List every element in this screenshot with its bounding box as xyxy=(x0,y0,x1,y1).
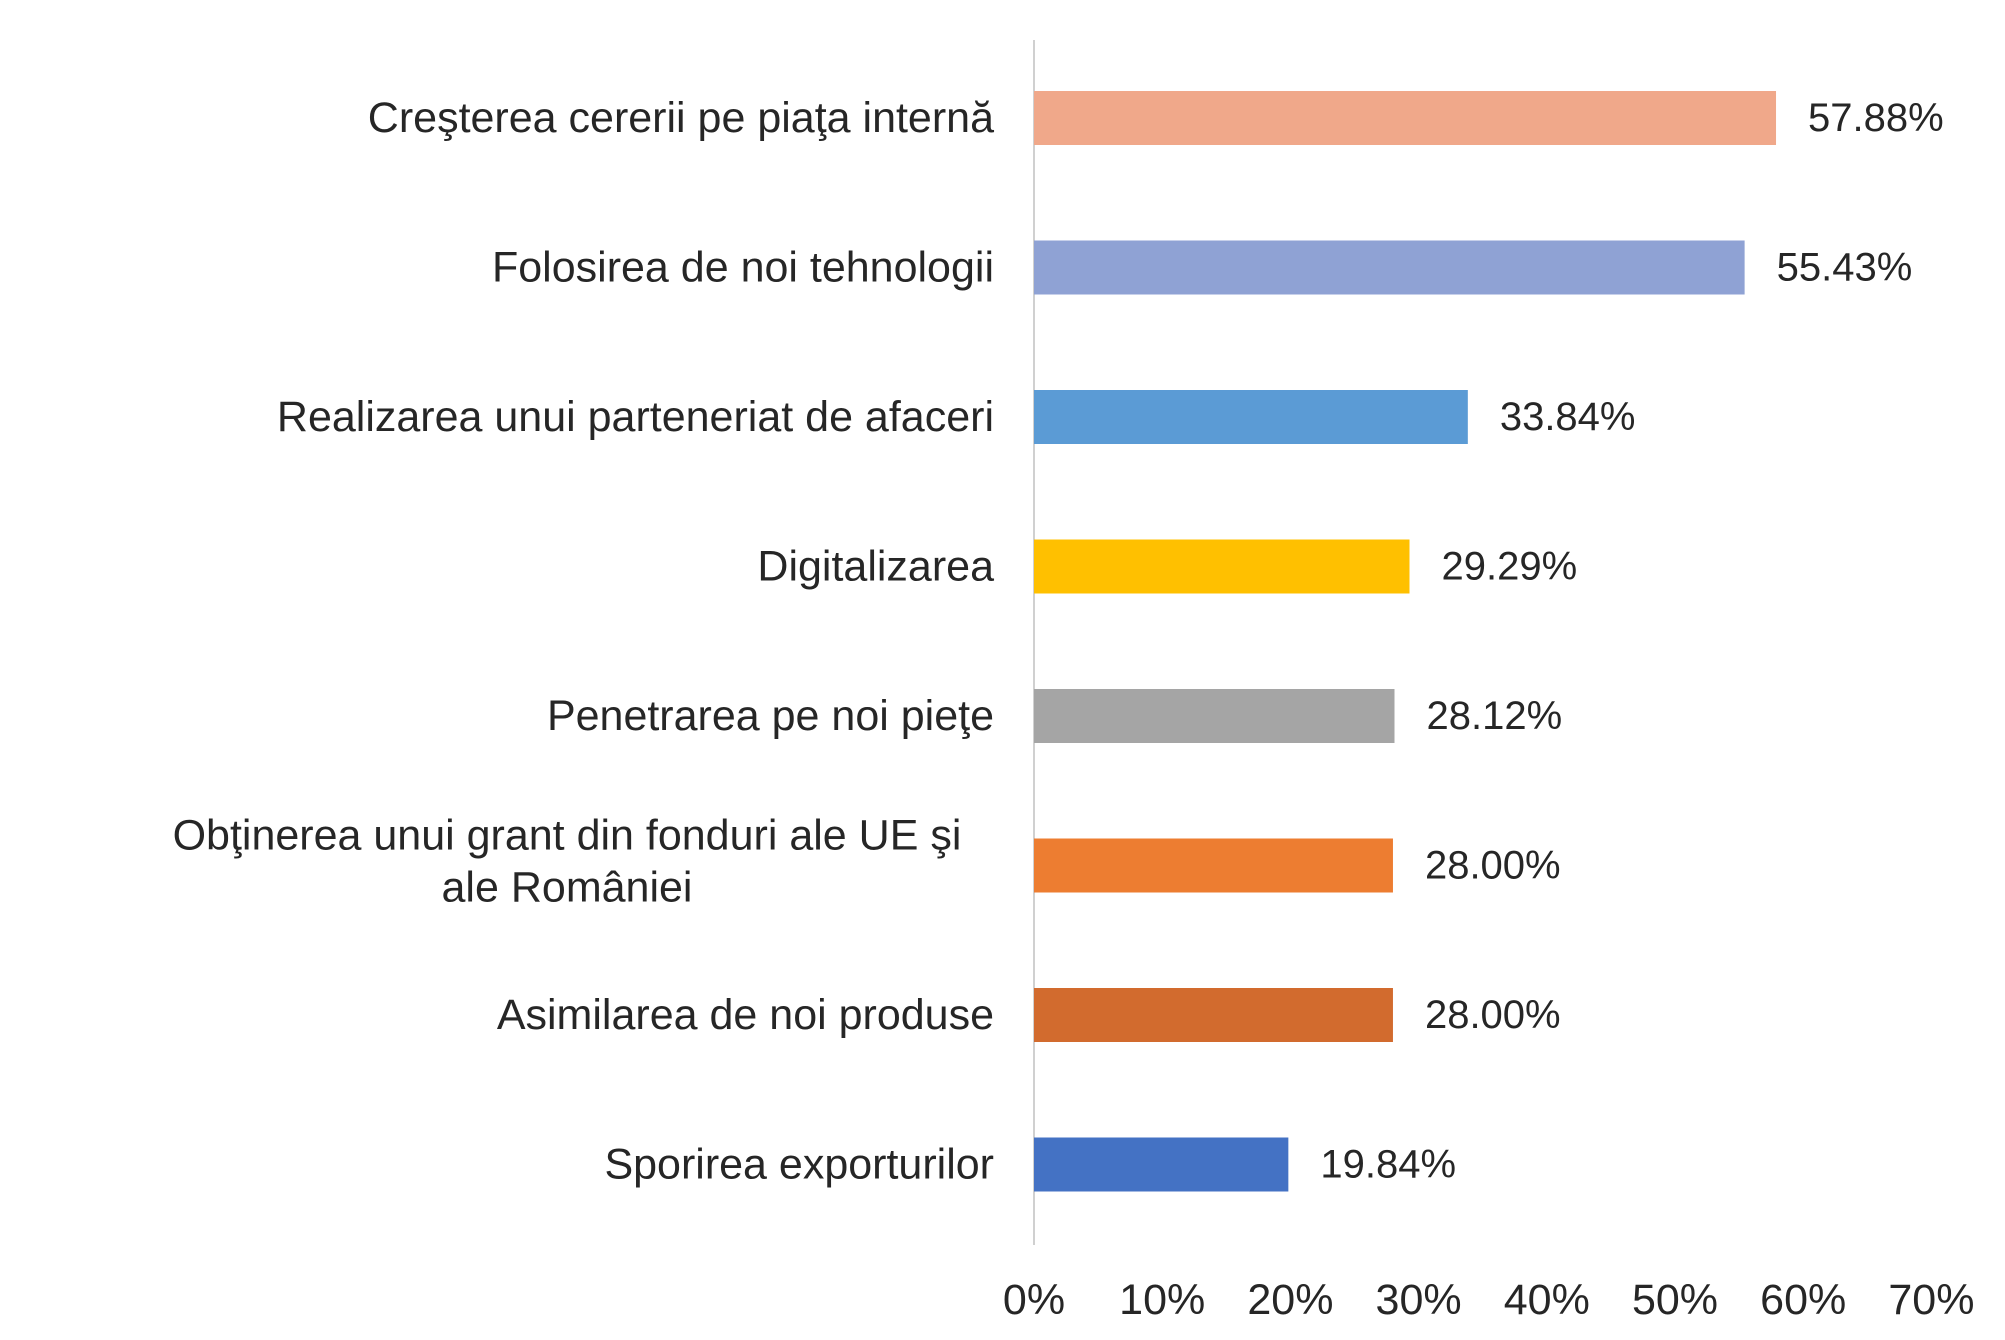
bars-layer xyxy=(1034,91,1777,1192)
x-axis-tick-labels: 0% 10% 20% 30% 40% 50% 60% 70% xyxy=(1003,1276,1975,1324)
bar-value-label: 28.12% xyxy=(1426,694,1562,738)
data-labels: 57.88% 55.43% 33.84% 29.29% 28.12% 28.00% 28.0… xyxy=(1320,96,1943,1187)
x-tick-label: 60% xyxy=(1760,1276,1846,1324)
bar-value-label: 19.84% xyxy=(1320,1143,1456,1187)
category-label: Creşterea cererii pe piaţa internă xyxy=(368,94,994,142)
bar-value-label: 28.00% xyxy=(1425,844,1561,888)
x-tick-label: 20% xyxy=(1247,1276,1333,1324)
bar-value-label: 57.88% xyxy=(1808,96,1944,140)
bar xyxy=(1034,390,1468,444)
bar xyxy=(1034,689,1395,743)
category-label: Folosirea de noi tehnologii xyxy=(492,244,994,292)
bar-value-label: 29.29% xyxy=(1441,545,1577,589)
x-tick-label: 30% xyxy=(1376,1276,1462,1324)
bar xyxy=(1034,240,1745,295)
category-label-line: ale României xyxy=(442,864,693,912)
bar xyxy=(1034,1137,1289,1192)
category-label: Penetrarea pe noi pieţe xyxy=(547,692,994,740)
category-label: Asimilarea de noi produse xyxy=(497,991,994,1039)
bar xyxy=(1034,838,1393,893)
x-tick-label: 0% xyxy=(1003,1276,1065,1324)
x-tick-label: 40% xyxy=(1504,1276,1590,1324)
x-tick-label: 50% xyxy=(1632,1276,1718,1324)
bar-value-label: 55.43% xyxy=(1777,246,1913,290)
category-label: Obţinerea unui grant din fonduri ale UE … xyxy=(173,812,962,912)
category-label: Sporirea exporturilor xyxy=(604,1141,994,1189)
bar-value-label: 28.00% xyxy=(1425,993,1561,1037)
bar xyxy=(1034,539,1410,594)
category-label: Realizarea unui parteneriat de afaceri xyxy=(277,393,994,441)
category-label: Digitalizarea xyxy=(757,543,994,591)
category-labels: Creşterea cererii pe piaţa internă Folosi… xyxy=(173,94,994,1189)
x-tick-label: 70% xyxy=(1888,1276,1974,1324)
category-label-line: Obţinerea unui grant din fonduri ale UE … xyxy=(173,812,962,860)
bar xyxy=(1034,988,1393,1042)
bar xyxy=(1034,91,1777,145)
bar-value-label: 33.84% xyxy=(1500,395,1636,439)
x-tick-label: 10% xyxy=(1119,1276,1205,1324)
